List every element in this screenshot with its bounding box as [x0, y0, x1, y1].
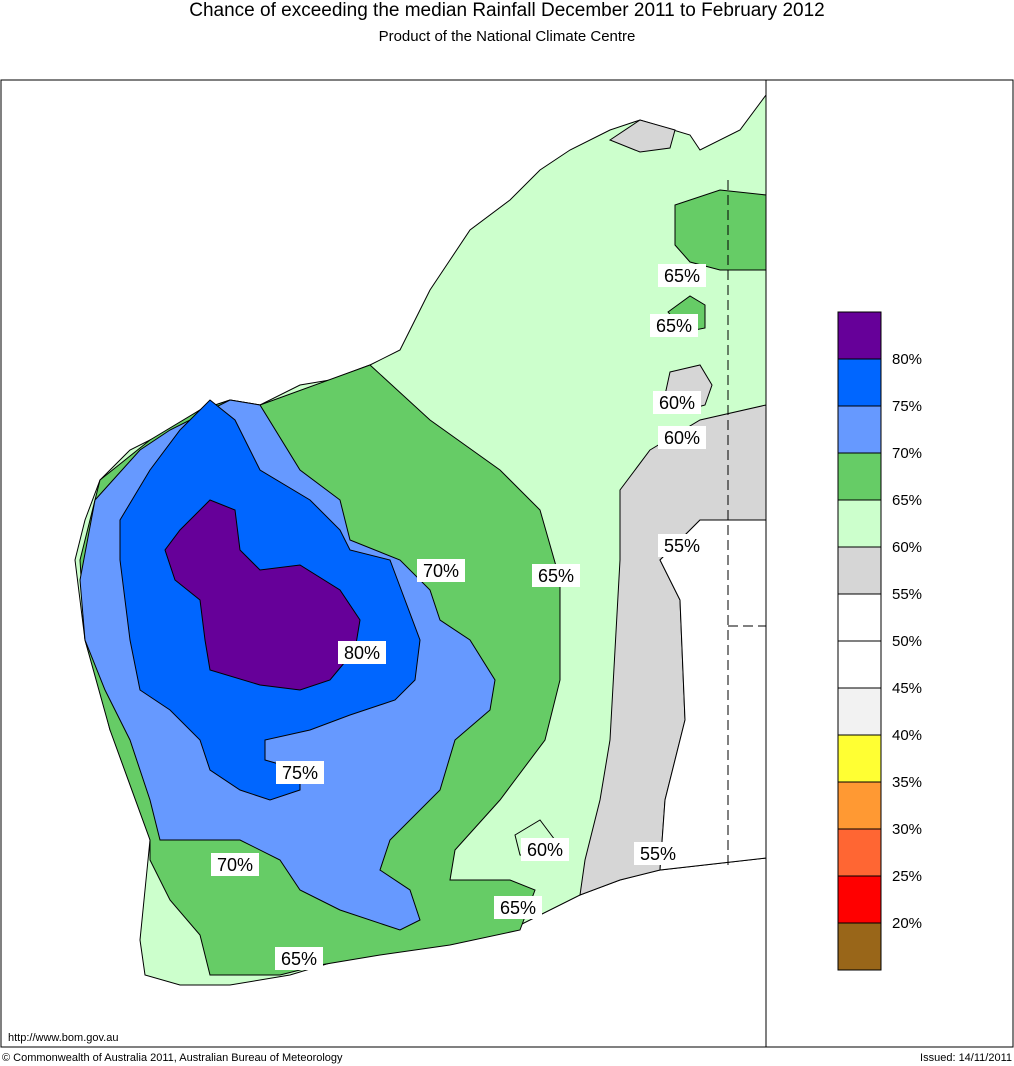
contour-label-bg	[275, 947, 323, 970]
map-subtitle: Product of the National Climate Centre	[378, 28, 636, 45]
copyright: © Commonwealth of Australia 2011, Austra…	[2, 1052, 343, 1064]
contour-label-bg	[532, 564, 580, 587]
legend-label: 35%	[892, 774, 922, 791]
legend-swatch	[837, 687, 882, 736]
contour-label: 65%	[664, 266, 700, 286]
legend-label: 40%	[892, 727, 922, 744]
legend-swatch	[837, 781, 882, 830]
map-frame	[0, 79, 1014, 1048]
issued-date: Issued: 14/11/2011	[920, 1052, 1012, 1064]
contour-label: 60%	[659, 393, 695, 413]
contour-label-bg	[634, 842, 682, 865]
region-50-55	[659, 519, 767, 871]
contour-label: 65%	[656, 316, 692, 336]
legend-swatch	[837, 922, 882, 971]
contour-labels: 65% 65% 60% 60% 55% 70% 65% 80% 75% 60% 55% 70% 65% 6…	[211, 264, 706, 970]
legend-swatch	[837, 640, 882, 689]
region-80-plus	[164, 499, 361, 691]
legend-label: 75%	[892, 398, 922, 415]
legend-label: 45%	[892, 680, 922, 697]
legend-swatch	[837, 452, 882, 501]
contour-label-bg	[658, 426, 706, 449]
legend-swatch	[837, 405, 882, 454]
region-55-60	[608, 119, 676, 153]
legend-swatch	[837, 546, 882, 595]
contour-label-bg	[658, 264, 706, 287]
legend-swatch	[837, 499, 882, 548]
contour-label-bg	[211, 853, 259, 876]
legend-label: 60%	[892, 539, 922, 556]
legend-label: 30%	[892, 821, 922, 838]
contour-label-bg	[653, 391, 701, 414]
source-url[interactable]: http://www.bom.gov.au	[8, 1032, 119, 1044]
contour-label: 55%	[640, 844, 676, 864]
map-regions	[74, 93, 767, 986]
legend-label: 70%	[892, 445, 922, 462]
legend-swatch	[837, 311, 882, 360]
legend-swatch	[837, 734, 882, 783]
contour-label-bg	[338, 641, 386, 664]
contour-label: 65%	[281, 949, 317, 969]
legend-label: 55%	[892, 586, 922, 603]
legend-swatch	[837, 875, 882, 924]
map-title: Chance of exceeding the median Rainfall …	[189, 0, 825, 21]
contour-label-bg	[276, 761, 324, 784]
contour-label-bg	[521, 838, 569, 861]
legend-swatch	[837, 358, 882, 407]
contour-label: 75%	[282, 763, 318, 783]
legend-label: 20%	[892, 915, 922, 932]
contour-label: 80%	[344, 643, 380, 663]
contour-label: 65%	[500, 898, 536, 918]
contour-label: 70%	[423, 561, 459, 581]
contour-label: 70%	[217, 855, 253, 875]
contour-label-bg	[658, 534, 706, 557]
legend-label: 50%	[892, 633, 922, 650]
contour-label-bg	[494, 896, 542, 919]
contour-label: 55%	[664, 536, 700, 556]
contour-label: 60%	[664, 428, 700, 448]
contour-label: 60%	[527, 840, 563, 860]
region-65-70	[674, 189, 767, 271]
contour-label-bg	[417, 559, 465, 582]
legend: 80% 75% 70% 65% 60% 55% 50% 45% 40% 35% 30% 25% 20%	[837, 311, 922, 971]
contour-label-bg	[650, 314, 698, 337]
legend-swatch	[837, 593, 882, 642]
legend-label: 65%	[892, 492, 922, 509]
legend-swatch	[837, 828, 882, 877]
contour-label: 65%	[538, 566, 574, 586]
legend-label: 25%	[892, 868, 922, 885]
legend-label: 80%	[892, 351, 922, 368]
